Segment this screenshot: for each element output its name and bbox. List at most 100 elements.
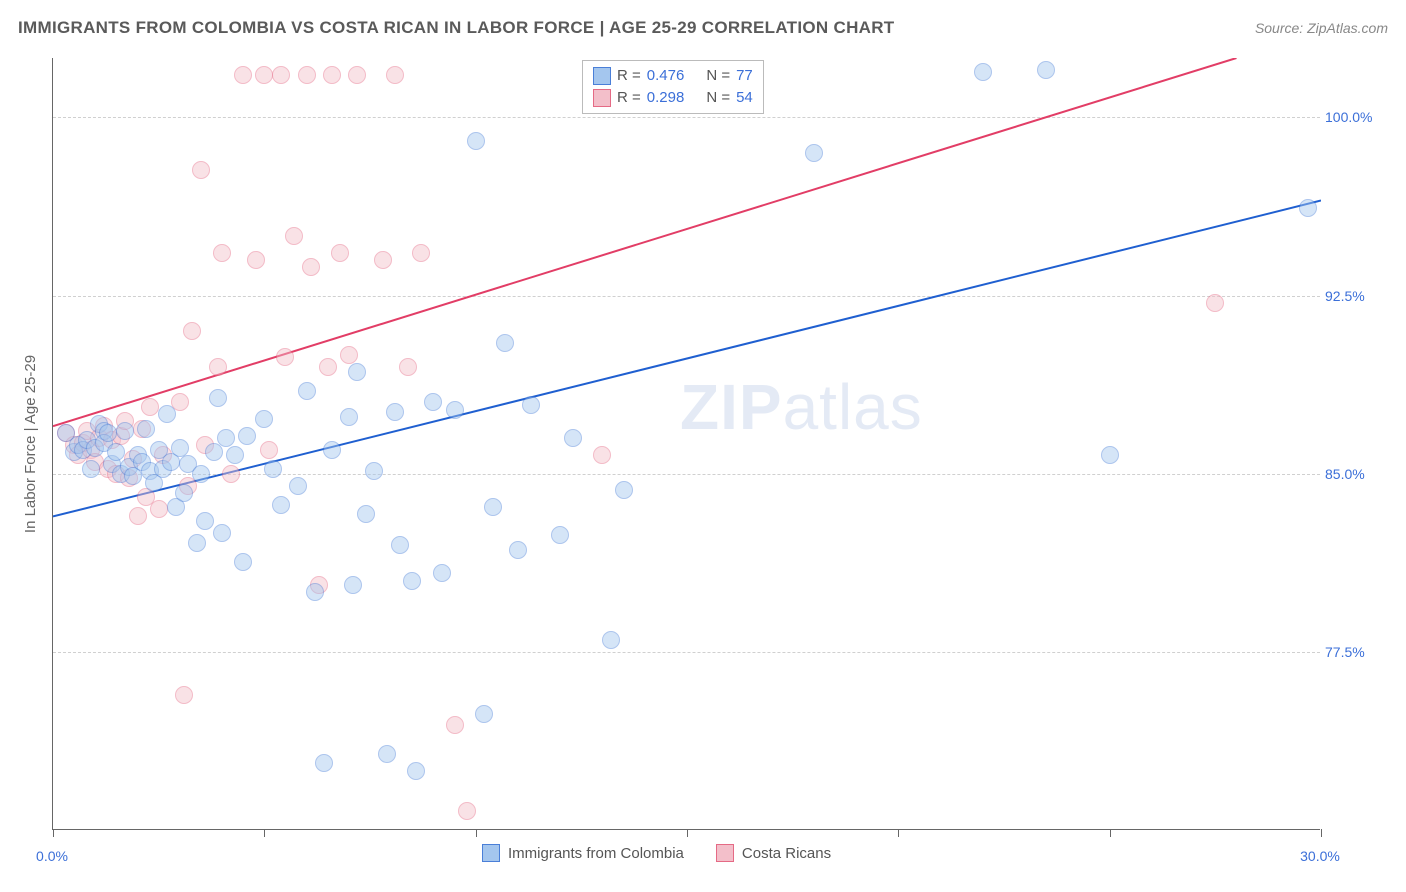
scatter-point bbox=[522, 396, 540, 414]
scatter-point bbox=[272, 496, 290, 514]
scatter-point bbox=[323, 441, 341, 459]
scatter-point bbox=[386, 403, 404, 421]
scatter-point bbox=[226, 446, 244, 464]
scatter-point bbox=[475, 705, 493, 723]
legend-item: Immigrants from Colombia bbox=[482, 844, 684, 862]
scatter-point bbox=[323, 66, 341, 84]
scatter-point bbox=[285, 227, 303, 245]
legend-swatch bbox=[482, 844, 500, 862]
x-tick-label: 0.0% bbox=[36, 848, 68, 864]
scatter-point bbox=[276, 348, 294, 366]
scatter-point bbox=[805, 144, 823, 162]
scatter-point bbox=[615, 481, 633, 499]
legend-n-value: 54 bbox=[736, 87, 753, 109]
scatter-point bbox=[137, 420, 155, 438]
scatter-point bbox=[1101, 446, 1119, 464]
scatter-point bbox=[238, 427, 256, 445]
y-tick-label: 92.5% bbox=[1325, 288, 1385, 304]
legend-r-value: 0.476 bbox=[647, 65, 685, 87]
scatter-point bbox=[99, 424, 117, 442]
source-name: ZipAtlas.com bbox=[1307, 20, 1388, 36]
y-axis-title: In Labor Force | Age 25-29 bbox=[22, 355, 39, 533]
scatter-point bbox=[424, 393, 442, 411]
x-tick bbox=[1321, 829, 1322, 837]
scatter-point bbox=[82, 460, 100, 478]
scatter-point bbox=[205, 443, 223, 461]
scatter-point bbox=[386, 66, 404, 84]
scatter-point bbox=[403, 572, 421, 590]
scatter-point bbox=[234, 66, 252, 84]
series-legend: Immigrants from Colombia Costa Ricans bbox=[482, 844, 831, 862]
scatter-point bbox=[234, 553, 252, 571]
legend-label: Immigrants from Colombia bbox=[508, 845, 684, 862]
scatter-point bbox=[484, 498, 502, 516]
scatter-point bbox=[1037, 61, 1055, 79]
scatter-point bbox=[348, 66, 366, 84]
scatter-point bbox=[340, 346, 358, 364]
scatter-point bbox=[213, 524, 231, 542]
scatter-point bbox=[564, 429, 582, 447]
scatter-point bbox=[1206, 294, 1224, 312]
legend-item: Costa Ricans bbox=[716, 844, 831, 862]
scatter-point bbox=[289, 477, 307, 495]
scatter-point bbox=[378, 745, 396, 763]
scatter-point bbox=[298, 66, 316, 84]
scatter-point bbox=[467, 132, 485, 150]
scatter-point bbox=[412, 244, 430, 262]
legend-label: Costa Ricans bbox=[742, 845, 831, 862]
scatter-point bbox=[217, 429, 235, 447]
scatter-point bbox=[129, 507, 147, 525]
x-tick-label: 30.0% bbox=[1300, 848, 1340, 864]
scatter-point bbox=[260, 441, 278, 459]
gridline bbox=[53, 652, 1320, 653]
scatter-point bbox=[255, 410, 273, 428]
x-tick bbox=[53, 829, 54, 837]
legend-swatch bbox=[716, 844, 734, 862]
scatter-point bbox=[213, 244, 231, 262]
scatter-point bbox=[255, 66, 273, 84]
scatter-point bbox=[209, 389, 227, 407]
scatter-point bbox=[319, 358, 337, 376]
scatter-point bbox=[458, 802, 476, 820]
scatter-point bbox=[315, 754, 333, 772]
scatter-point bbox=[196, 512, 214, 530]
legend-n-value: 77 bbox=[736, 65, 753, 87]
scatter-point bbox=[374, 251, 392, 269]
x-tick bbox=[1110, 829, 1111, 837]
legend-r-value: 0.298 bbox=[647, 87, 685, 109]
scatter-point bbox=[593, 446, 611, 464]
scatter-point bbox=[264, 460, 282, 478]
scatter-point bbox=[348, 363, 366, 381]
x-tick bbox=[476, 829, 477, 837]
correlation-legend: R = 0.476 N = 77 R = 0.298 N = 54 bbox=[582, 60, 764, 114]
scatter-point bbox=[433, 564, 451, 582]
scatter-point bbox=[399, 358, 417, 376]
x-tick bbox=[898, 829, 899, 837]
scatter-point bbox=[602, 631, 620, 649]
gridline bbox=[53, 474, 1320, 475]
scatter-point bbox=[974, 63, 992, 81]
scatter-point bbox=[340, 408, 358, 426]
scatter-point bbox=[496, 334, 514, 352]
plot-area: 77.5%85.0%92.5%100.0% bbox=[52, 58, 1320, 830]
source-label: Source: bbox=[1255, 20, 1307, 36]
legend-row: R = 0.476 N = 77 bbox=[593, 65, 753, 87]
scatter-point bbox=[446, 716, 464, 734]
scatter-point bbox=[222, 465, 240, 483]
scatter-point bbox=[551, 526, 569, 544]
scatter-point bbox=[407, 762, 425, 780]
scatter-point bbox=[171, 439, 189, 457]
legend-n-label: N = bbox=[706, 87, 730, 109]
scatter-point bbox=[183, 322, 201, 340]
legend-r-label: R = bbox=[617, 87, 641, 109]
scatter-point bbox=[192, 161, 210, 179]
scatter-point bbox=[175, 686, 193, 704]
legend-n-label: N = bbox=[706, 65, 730, 87]
scatter-point bbox=[365, 462, 383, 480]
legend-row: R = 0.298 N = 54 bbox=[593, 87, 753, 109]
scatter-point bbox=[150, 500, 168, 518]
scatter-point bbox=[1299, 199, 1317, 217]
legend-r-label: R = bbox=[617, 65, 641, 87]
scatter-point bbox=[188, 534, 206, 552]
scatter-point bbox=[509, 541, 527, 559]
